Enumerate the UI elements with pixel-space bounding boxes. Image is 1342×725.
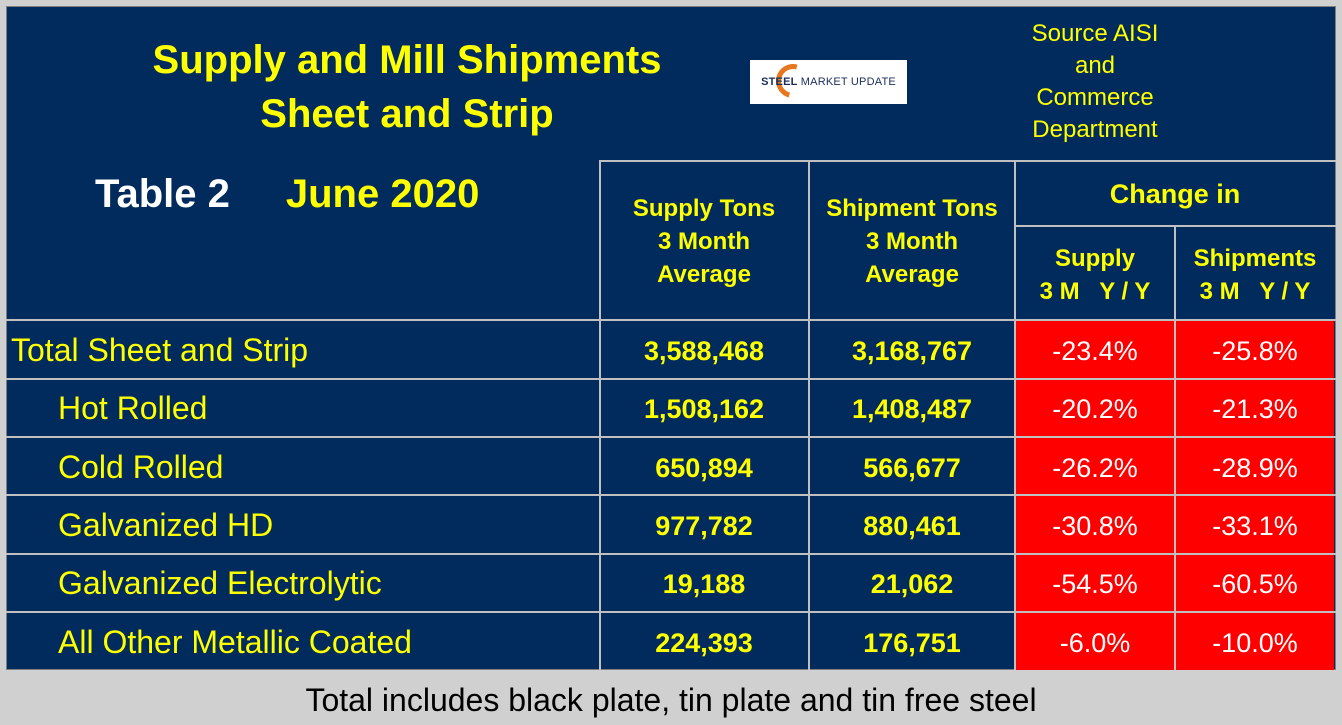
row-label-all-other-metallic-coated: All Other Metallic Coated: [58, 624, 412, 660]
cell-shipments-change: -60.5%: [1212, 569, 1298, 599]
grid-line: [6, 611, 1336, 613]
cell-supply-change: -20.2%: [1052, 394, 1138, 424]
cell-shipments: 21,062: [870, 569, 954, 599]
table-period: June 2020: [285, 172, 480, 216]
cell-supply: 650,894: [655, 453, 753, 483]
grid-line: [6, 319, 1336, 321]
logo-text: STEEL MARKET UPDATE: [761, 76, 896, 88]
row-label-total: Total Sheet and Strip: [11, 332, 309, 368]
source-note: Source AISI and Commerce Department: [1000, 18, 1190, 146]
cell-shipments: 3,168,767: [851, 336, 973, 366]
cell-supply-change: -23.4%: [1052, 336, 1138, 366]
cell-shipments: 880,461: [863, 511, 961, 541]
grid-line: [1014, 160, 1016, 670]
source-line: and: [1074, 52, 1116, 79]
cell-supply: 1,508,162: [643, 394, 765, 424]
header-supply-change: Supply 3 M Y / Y: [1039, 245, 1151, 305]
grid-line: [6, 553, 1336, 555]
row-label-galvanized-hd: Galvanized HD: [58, 507, 274, 543]
header-change-in: Change in: [1109, 179, 1241, 209]
source-line: Department: [1032, 116, 1158, 143]
table-heading: Table 2 June 2020: [95, 172, 479, 217]
source-line: Commerce: [1036, 84, 1154, 111]
cell-shipments-change: -10.0%: [1212, 628, 1298, 658]
grid-line: [6, 378, 1336, 380]
cell-supply-change: -30.8%: [1052, 511, 1138, 541]
title-line-2: Sheet and Strip: [260, 92, 554, 136]
cell-shipments-change: -25.8%: [1212, 336, 1298, 366]
cell-supply: 19,188: [662, 569, 746, 599]
footnote: Total includes black plate, tin plate an…: [305, 682, 1037, 718]
header-shipments: Shipment Tons 3 Month Average: [826, 195, 998, 288]
source-line: Source AISI: [1031, 20, 1159, 47]
cell-shipments-change: -21.3%: [1212, 394, 1298, 424]
grid-line: [599, 160, 1336, 162]
row-label-cold-rolled: Cold Rolled: [58, 449, 224, 485]
cell-supply: 977,782: [655, 511, 753, 541]
steel-market-update-logo: STEEL MARKET UPDATE: [750, 57, 907, 105]
grid-line: [1174, 225, 1176, 670]
table-number: Table 2: [95, 172, 230, 216]
cell-shipments-change: -28.9%: [1212, 453, 1298, 483]
grid-line: [6, 494, 1336, 496]
header-shipments-change: Shipments 3 M Y / Y: [1193, 245, 1317, 305]
cell-supply: 3,588,468: [643, 336, 765, 366]
cell-supply-change: -6.0%: [1059, 628, 1131, 658]
grid-line: [6, 436, 1336, 438]
cell-supply-change: -54.5%: [1052, 569, 1138, 599]
cell-shipments: 566,677: [863, 453, 961, 483]
cell-supply: 224,393: [655, 628, 753, 658]
cell-shipments: 176,751: [863, 628, 961, 658]
header-supply: Supply Tons 3 Month Average: [632, 195, 776, 288]
cell-supply-change: -26.2%: [1052, 453, 1138, 483]
row-label-galvanized-electrolytic: Galvanized Electrolytic: [58, 565, 382, 601]
cell-shipments: 1,408,487: [851, 394, 973, 424]
cell-shipments-change: -33.1%: [1212, 511, 1298, 541]
grid-line: [599, 160, 601, 670]
title-line-1: Supply and Mill Shipments: [152, 38, 662, 82]
grid-line: [808, 160, 810, 670]
row-label-hot-rolled: Hot Rolled: [58, 390, 208, 426]
